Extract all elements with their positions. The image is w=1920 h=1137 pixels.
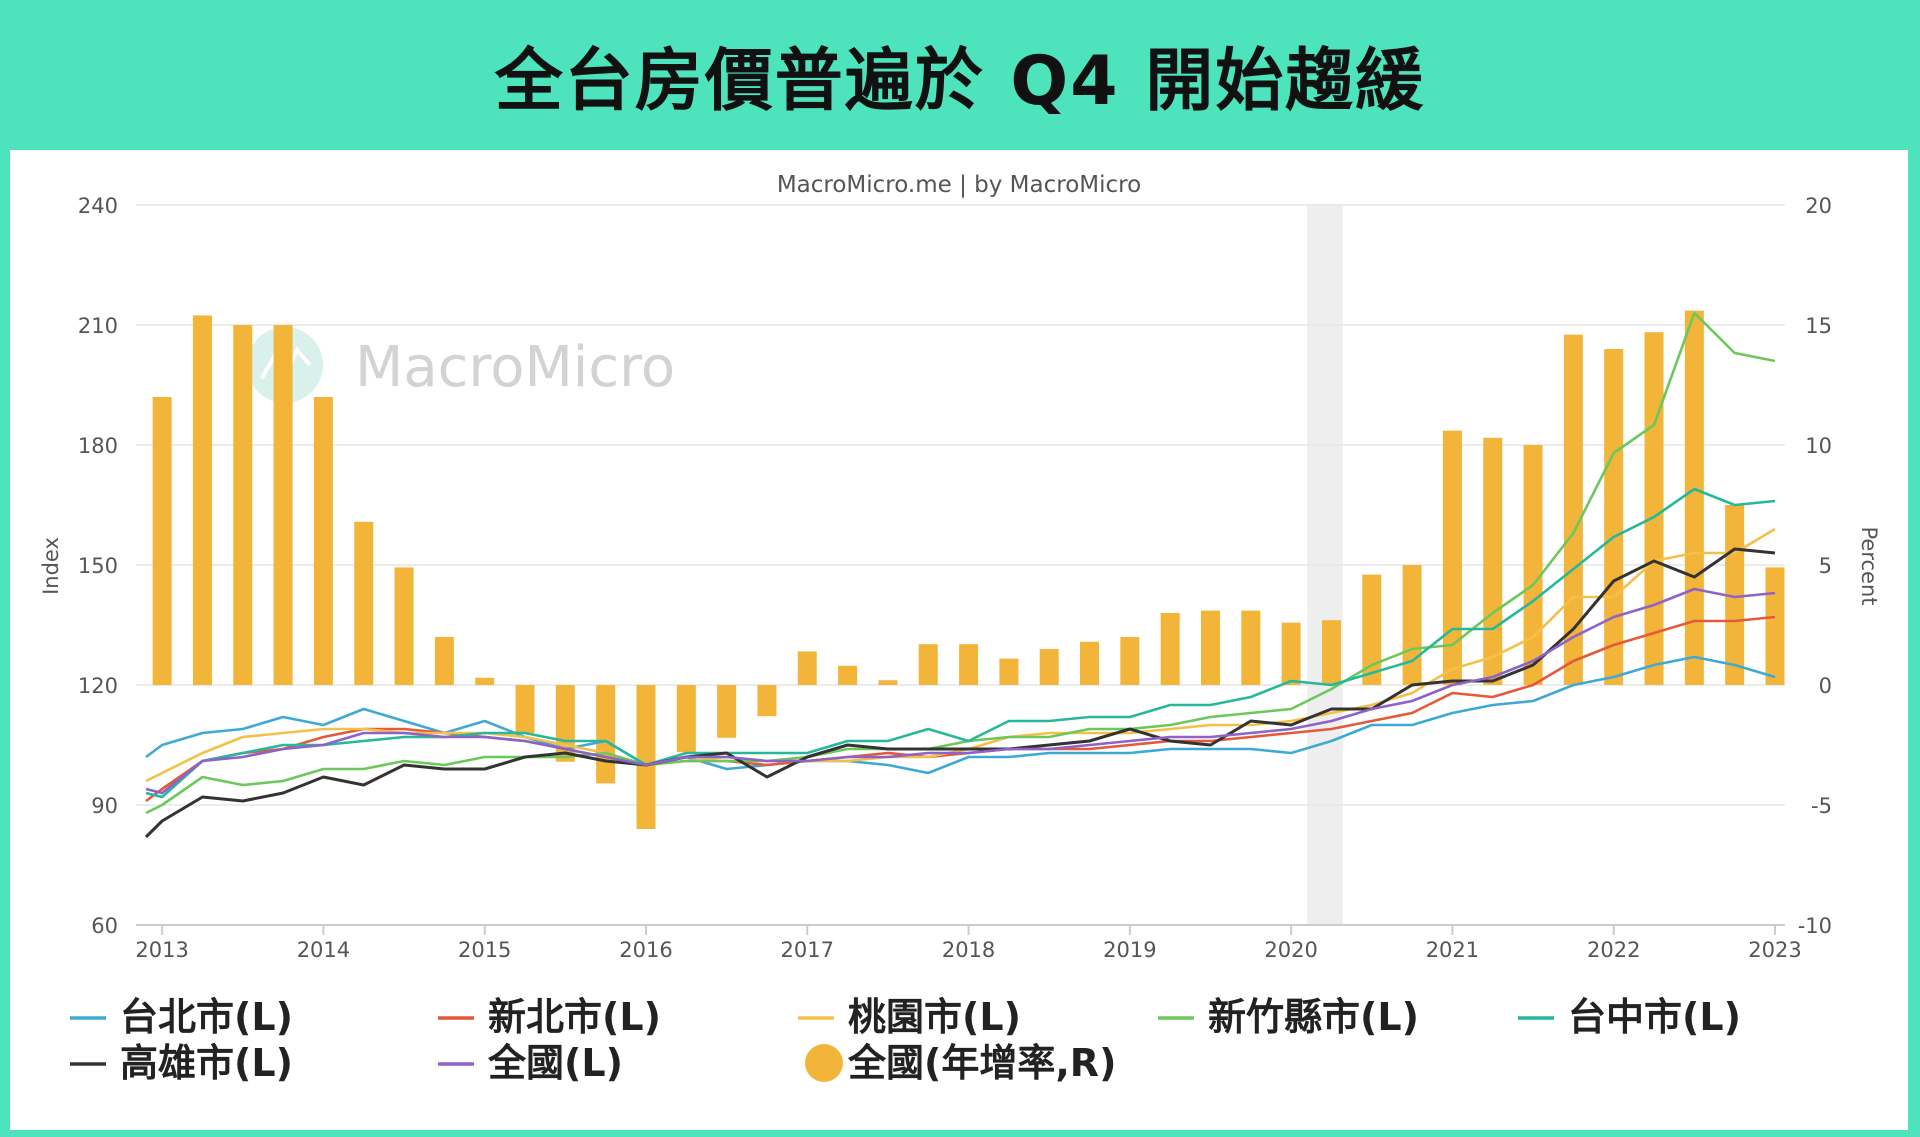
bar [596,685,616,784]
y-right-tick-label: 5 [1819,554,1832,578]
legend-label: 台中市(L) [1568,995,1741,1039]
legend-swatch [805,1044,843,1082]
y-left-tick-label: 120 [78,674,118,698]
bar [878,680,898,685]
y-right-tick-label: 10 [1805,434,1832,458]
bar [1160,613,1180,685]
bar [676,685,696,753]
bar [394,567,414,685]
watermark: MacroMicro [247,327,675,403]
y-right-tick-label: -10 [1798,914,1832,938]
x-tick-label: 2022 [1587,938,1640,962]
bar [1644,332,1664,685]
bar [1039,649,1059,685]
x-tick-label: 2021 [1426,938,1479,962]
bar [1765,567,1785,685]
bar [233,325,253,685]
legend-label: 全國(L) [487,1041,623,1085]
series-line-高雄市 [144,547,1776,839]
bar [999,658,1019,685]
bar [515,685,535,733]
bar [797,651,817,685]
bar [1362,574,1382,685]
y-right-tick-label: 20 [1805,194,1832,218]
bar [555,685,575,762]
bar [1241,610,1261,685]
x-tick-label: 2023 [1748,938,1801,962]
x-tick-label: 2018 [942,938,995,962]
legend-label: 桃園市(L) [848,995,1021,1039]
y-axis-right-title: Percent [1857,526,1881,605]
y-right-tick-label: 0 [1819,674,1832,698]
bar [1281,622,1301,685]
bar [1200,610,1220,685]
series-line-全國 [145,587,1776,795]
source-caption: MacroMicro.me | by MacroMicro [777,172,1141,198]
bar [313,397,333,685]
bar [273,325,293,685]
bar [717,685,737,738]
y-axis-left-title: Index [39,537,63,595]
bar [838,665,858,685]
bar [959,644,979,685]
axes: 60 90 120 150 180 210 240 -10 -5 0 5 10 15 20 2013 2014… [78,194,1832,962]
bar [918,644,938,685]
y-left-tick-label: 210 [78,314,118,338]
watermark-text: MacroMicro [355,335,675,400]
legend-label: 新竹縣市(L) [1208,995,1419,1039]
bar [1604,349,1624,685]
page-title: 全台房價普遍於 Q4 開始趨緩 [494,41,1426,121]
y-right-tick-label: 15 [1805,314,1832,338]
y-right-tick-label: -5 [1811,794,1832,818]
series-line-新北市 [145,615,1776,803]
bar [1442,430,1462,685]
legend-label: 高雄市(L) [120,1041,293,1085]
bar [1402,565,1422,685]
y-left-tick-label: 180 [78,434,118,458]
chart-panel: MacroMicro MacroMicro.me | by MacroMicro… [10,150,1908,1130]
legend: 台北市(L) 新北市(L) 桃園市(L) 新竹縣市(L) 台中市(L) 高雄市(L) 全國(… [70,995,1741,1085]
bar [757,685,777,717]
series-line-台中市 [145,487,1776,799]
bar [1523,445,1543,685]
x-tick-label: 2020 [1264,938,1317,962]
bar [354,521,374,685]
x-tick-label: 2019 [1103,938,1156,962]
series-line-新竹縣市 [145,311,1776,815]
bar [434,637,454,685]
bar [475,677,495,685]
x-tick-label: 2017 [781,938,834,962]
x-tick-label: 2014 [297,938,350,962]
line-series [144,311,1776,839]
y-left-tick-label: 150 [78,554,118,578]
y-left-tick-label: 90 [91,794,118,818]
legend-label: 全國(年增率,R) [847,1041,1116,1085]
bar [1120,637,1140,685]
bar [1321,620,1341,685]
bar [636,685,656,829]
legend-label: 新北市(L) [488,995,661,1039]
bar [1684,310,1704,685]
y-left-tick-label: 240 [78,194,118,218]
x-tick-label: 2016 [619,938,672,962]
series-line-台北市 [145,655,1776,775]
x-tick-label: 2015 [458,938,511,962]
y-left-tick-label: 60 [91,914,118,938]
legend-label: 台北市(L) [120,995,293,1039]
x-tick-label: 2013 [135,938,188,962]
bar [192,315,212,685]
title-banner: 全台房價普遍於 Q4 開始趨緩 [0,0,1920,148]
bar [152,397,172,685]
bar [1080,641,1100,685]
bar [1483,437,1503,685]
chart: MacroMicro MacroMicro.me | by MacroMicro… [39,172,1881,1085]
